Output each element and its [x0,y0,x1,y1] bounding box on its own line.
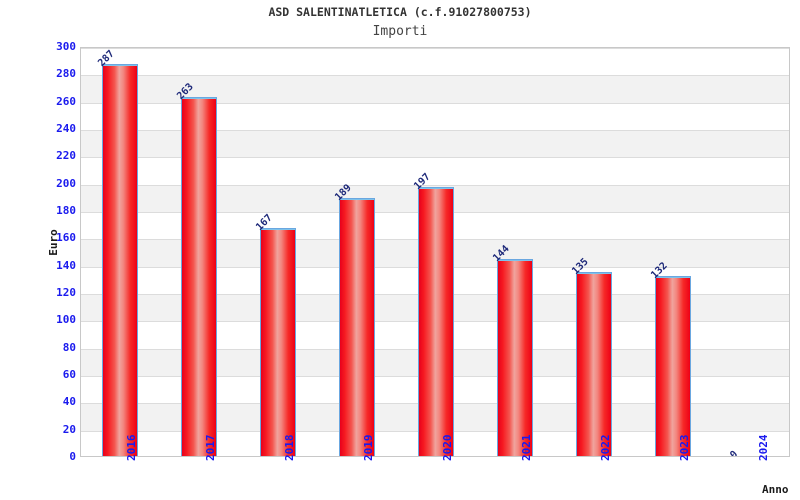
x-axis-tick: 2020 [441,434,454,462]
y-axis-tick: 100 [56,313,76,327]
bar [497,259,533,456]
gridline [81,48,789,49]
x-axis-tick: 2024 [756,434,770,462]
x-axis-tick: 2016 [125,434,139,462]
y-axis-tick: 140 [56,258,76,272]
y-axis-tick: 280 [56,67,76,81]
y-axis-tick: 20 [62,422,76,436]
gridline [81,157,789,158]
y-axis-tick: 120 [56,286,76,299]
bar-top-highlight [577,272,611,274]
y-axis-tick: 80 [62,340,76,354]
x-axis-tick: 2019 [362,434,376,462]
bar [418,186,454,456]
y-axis-tick: 200 [56,176,76,190]
y-axis-tick: 260 [56,94,76,108]
bar-top-highlight [498,260,532,262]
chart-title: ASD SALENTINATLETICA (c.f.91027800753) [268,5,532,19]
x-axis-tick: 2018 [283,434,297,462]
bar [339,197,375,456]
y-axis-tick: 0 [69,450,76,463]
bar [260,227,296,456]
y-axis-tick: 40 [62,395,76,409]
y-axis-tick: 240 [56,122,76,135]
x-axis-tick: 2017 [204,434,218,462]
y-axis-tick: 220 [56,149,76,163]
bar-top-highlight [103,64,137,66]
gridline [81,130,789,131]
x-axis-title: Anno [762,483,789,496]
bar-top-highlight [261,228,295,230]
x-axis-tick-labels: 2016 2017 2018 2019 2020 2021 2022 2023 2024 [80,435,790,500]
chart-subtitle: Importi [372,24,428,39]
x-axis-tick: 2023 [677,434,691,462]
y-axis-tick: 160 [56,231,76,245]
plot-area: 287 263 167 189 197 144 135 132 0 [80,47,790,457]
bar-top-highlight [340,198,374,200]
y-axis-tick: 180 [56,204,76,217]
gridline [81,185,789,186]
gridline [81,75,789,76]
y-axis-tick: 60 [62,368,76,381]
bar-top-highlight [656,276,690,278]
y-axis-tick-labels: 0 20 40 60 80 100 120 140 160 180 200 220 240 260 280 3… [0,40,76,463]
bar-top-highlight [419,187,453,189]
bar [102,63,138,456]
x-axis-tick: 2022 [598,434,612,462]
bar [181,96,217,456]
bar [655,275,691,456]
bar-top-highlight [182,97,216,99]
bar-value-label: 0 [728,448,741,457]
bar [576,271,612,456]
gridline [81,103,789,104]
y-axis-tick: 300 [56,40,76,53]
x-axis-tick: 2021 [519,434,533,462]
